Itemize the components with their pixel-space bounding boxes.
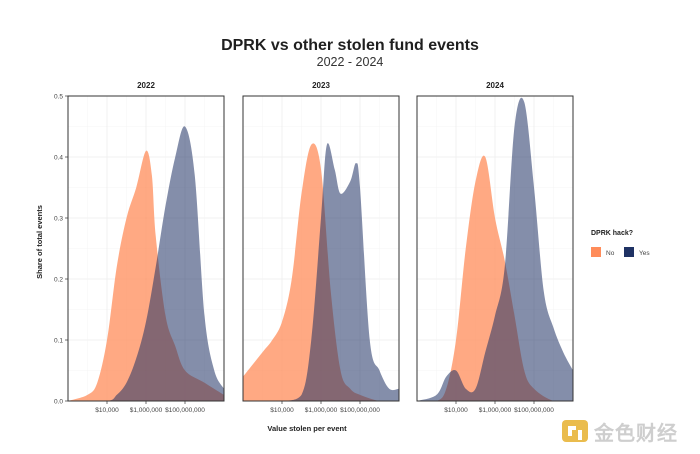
density-area-yes-2022 xyxy=(68,126,224,401)
density-area-no-2024 xyxy=(417,155,573,401)
y-tick-label: 0.3 xyxy=(54,215,63,222)
chart-subtitle: 2022 - 2024 xyxy=(317,55,384,69)
y-tick-label: 0.2 xyxy=(54,276,63,283)
density-area-yes-2023 xyxy=(243,143,399,401)
x-tick-label: $1,000,000 xyxy=(130,407,163,414)
x-tick-label: $1,000,000 xyxy=(479,407,512,414)
y-axis-title: Share of total events xyxy=(35,205,44,279)
legend: DPRK hack? No Yes xyxy=(591,230,650,257)
gold-square-logo-icon xyxy=(562,420,588,442)
legend-swatch-yes xyxy=(624,247,634,257)
x-tick-label: $10,000 xyxy=(95,407,119,414)
chart-title: DPRK vs other stolen fund events xyxy=(221,37,479,54)
x-tick-label: $1,000,000 xyxy=(305,407,338,414)
density-area-yes-2024 xyxy=(417,97,573,401)
watermark-text: 金色财经 xyxy=(593,421,678,445)
watermark: 金色财经 xyxy=(562,420,678,445)
density-area-no-2022 xyxy=(68,150,224,401)
x-axis-title: Value stolen per event xyxy=(267,424,347,433)
x-tick-label: $10,000 xyxy=(444,407,468,414)
legend-swatch-no xyxy=(591,247,601,257)
panel-2023: 2023 $10,000 $1,000,000 $100,000,000 xyxy=(242,81,400,414)
x-tick-label: $100,000,000 xyxy=(340,407,380,414)
x-tick-label: $10,000 xyxy=(270,407,294,414)
panels: 2022$10,000 $1,000,000 $100,000,0000.00.10… xyxy=(54,81,574,414)
panel-label: 2024 xyxy=(486,81,504,90)
x-tick-label: $100,000,000 xyxy=(165,407,205,414)
y-tick-label: 0.5 xyxy=(54,93,63,100)
y-tick-label: 0.1 xyxy=(54,337,63,344)
y-tick-label: 0.0 xyxy=(54,398,63,405)
legend-label-yes: Yes xyxy=(639,250,650,257)
x-tick-label: $100,000,000 xyxy=(514,407,554,414)
legend-title: DPRK hack? xyxy=(591,230,633,237)
panel-2022: 2022 $10,000 $1,000,000 $100,000,000 0.0 0.1 0… xyxy=(54,81,225,414)
panel-label: 2023 xyxy=(312,81,330,90)
panel-2024: 2024 $10,000 $1,000,000 $100,000,000 xyxy=(416,81,574,414)
legend-label-no: No xyxy=(606,250,615,257)
y-tick-label: 0.4 xyxy=(54,154,63,161)
panel-label: 2022 xyxy=(137,81,155,90)
